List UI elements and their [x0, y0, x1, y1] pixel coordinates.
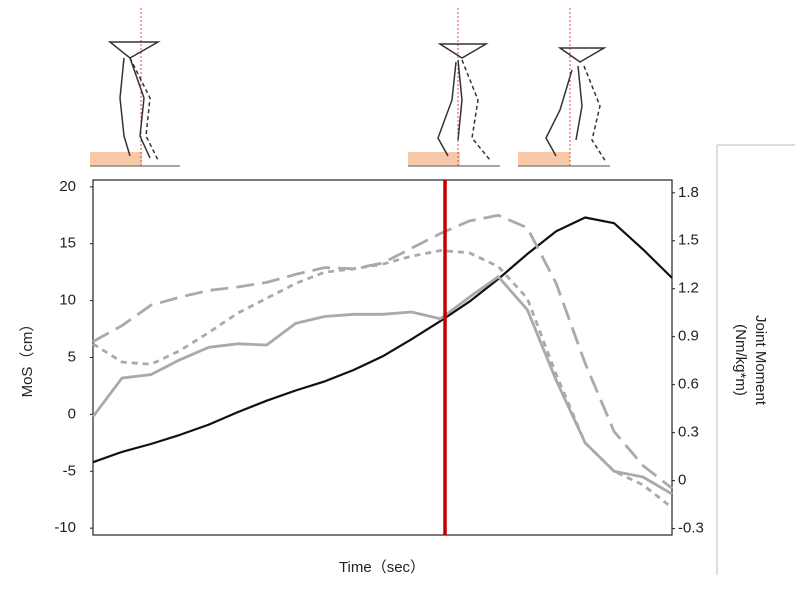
y2-axis-label: Joint Moment	[752, 315, 769, 406]
chart: MoS（cm） Joint Moment (Nm/kg*m) Time（sec）…	[0, 0, 795, 588]
y-tick-label: -5	[63, 462, 76, 479]
y2-tick-label: 1.2	[678, 280, 699, 297]
y-tick-label: 15	[59, 235, 76, 252]
series-line	[93, 218, 672, 463]
series-line	[93, 251, 672, 508]
y-tick-label: 5	[68, 348, 76, 365]
y2-tick-label: 0.6	[678, 376, 699, 393]
figures	[90, 8, 610, 166]
y2-tick-label: -0.3	[678, 520, 704, 537]
y-tick-label: 20	[59, 178, 76, 195]
y2-axis-label: (Nm/kg*m)	[732, 324, 749, 396]
y2-tick-label: 1.5	[678, 232, 699, 249]
y2-tick-label: 0.9	[678, 328, 699, 345]
y-tick-label: 0	[68, 405, 76, 422]
y2-tick-label: 1.8	[678, 184, 699, 201]
y-tick-label: 10	[59, 292, 76, 309]
y-axis-label: MoS（cm）	[19, 317, 36, 398]
y2-tick-label: 0.3	[678, 424, 699, 441]
series-line	[93, 277, 672, 494]
x-axis-label: Time（sec）	[339, 559, 425, 576]
series-line	[93, 215, 672, 488]
y2-tick-label: 0	[678, 472, 686, 489]
y-tick-label: -10	[54, 519, 76, 536]
